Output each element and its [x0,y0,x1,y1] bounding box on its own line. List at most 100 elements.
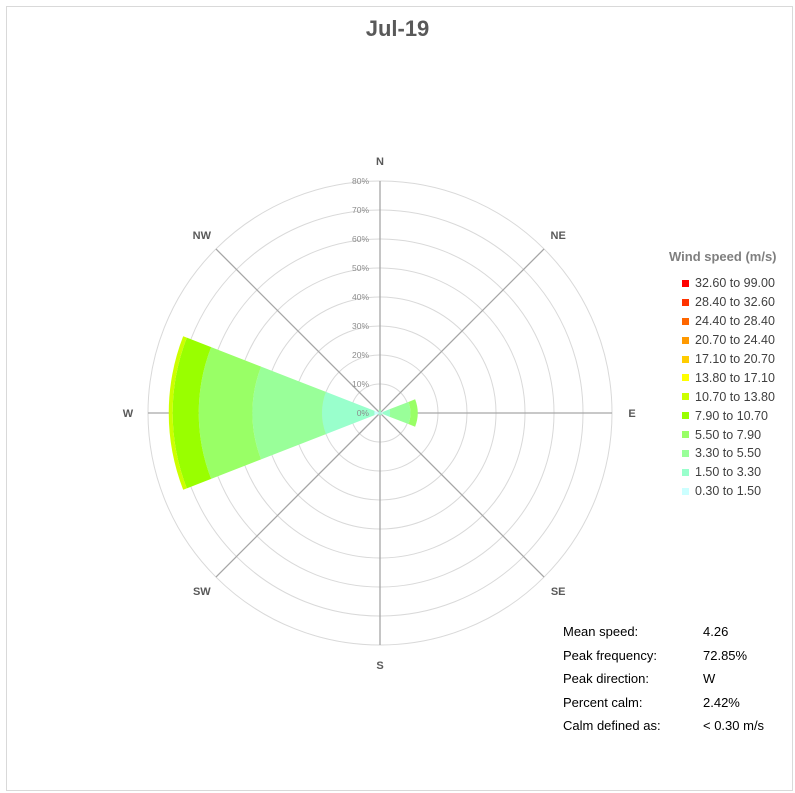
legend: Wind speed (m/s) 32.60 to 99.00 28.40 to … [669,249,795,501]
radial-tick-label: 20% [352,350,369,360]
legend-swatch [682,355,689,363]
legend-item: 0.30 to 1.50 [669,482,795,501]
sector-w-bin-5 [168,336,187,490]
legend-label: 20.70 to 24.40 [695,333,775,348]
stat-label: Peak direction: [563,671,649,687]
legend-item: 17.10 to 20.70 [669,350,795,369]
chart-frame [6,6,793,791]
sector-n-bin-1 [379,410,381,412]
legend-label: 24.40 to 28.40 [695,314,775,329]
legend-item: 32.60 to 99.00 [669,274,795,293]
sector-w-bin-2 [252,366,326,460]
direction-label: E [628,408,635,420]
legend-label: 7.90 to 10.70 [695,408,768,423]
radial-tick-label: 60% [352,234,369,244]
stat-row: Calm defined as: < 0.30 m/s [563,714,764,738]
radial-tick-label: 80% [352,176,369,186]
legend-item: 5.50 to 7.90 [669,425,795,444]
sector-n-bin-0 [379,411,381,413]
legend-item: 13.80 to 17.10 [669,368,795,387]
legend-title: Wind speed (m/s) [669,249,777,264]
spoke-nw [215,248,381,414]
legend-label: 3.30 to 5.50 [695,446,762,461]
stat-value: 4.26 [703,624,729,640]
legend-label: 17.10 to 20.70 [695,352,775,366]
sector-s-bin-1 [379,413,381,416]
legend-swatch [682,449,689,457]
sector-ne-bin-1 [380,411,382,413]
legend-label: 10.70 to 13.80 [695,389,775,404]
stat-label: Peak frequency: [563,647,657,663]
legend-swatch [682,317,689,325]
legend-swatch [682,336,689,344]
stat-value: 72.85% [703,647,748,663]
stat-row: Peak direction: W [563,667,764,691]
sector-w-bin-1 [321,391,375,435]
radial-tick-label: 70% [352,205,369,215]
legend-label: 5.50 to 7.90 [695,427,762,442]
sector-w-bin-3 [198,347,262,479]
legend-label: 13.80 to 17.10 [695,370,775,385]
radial-tick-label: 40% [352,292,369,302]
legend-item: 3.30 to 5.50 [669,444,795,463]
direction-label: S [376,660,383,672]
legend-label: 1.50 to 3.30 [695,465,762,480]
legend-item: 28.40 to 32.60 [669,293,795,312]
sector-sw-bin-0 [379,413,380,414]
sector-w-bin-0 [374,410,380,416]
radial-tick-label: 30% [352,321,369,331]
direction-label: N [376,156,384,168]
sector-se-bin-0 [380,413,381,414]
radial-tick-label: 50% [352,263,369,273]
legend-item: 20.70 to 24.40 [669,331,795,350]
legend-swatch [682,468,689,476]
stat-label: Percent calm: [563,694,643,710]
chart-title: Jul-19 [365,16,430,41]
stat-label: Calm defined as: [563,718,661,734]
sector-nw-bin-1 [378,411,380,413]
legend-swatch [682,374,689,382]
stat-label: Mean speed: [563,624,639,640]
radial-tick-label: 10% [352,379,369,389]
sector-w-bin-4 [172,337,212,489]
legend-swatch [682,487,689,495]
legend-swatch [682,279,689,287]
legend-item: 1.50 to 3.30 [669,463,795,482]
spoke-ne [379,248,545,414]
spoke-se [379,412,545,578]
stat-row: Mean speed: 4.26 [563,620,764,644]
sector-e-bin-3 [408,399,418,427]
stat-value: < 0.30 m/s [703,718,765,734]
sector-se-bin-1 [380,413,383,416]
radial-tick-label: 0% [357,408,370,418]
legend-item: 7.90 to 10.70 [669,406,795,425]
legend-item: 24.40 to 28.40 [669,312,795,331]
sector-n-bin-2 [378,409,382,411]
sector-e-bin-0 [380,411,383,415]
sector-e-bin-2 [389,401,411,425]
stat-value: 2.42% [703,694,740,710]
spoke-sw [215,412,381,578]
sector-e-bin-1 [382,409,391,417]
direction-label: NW [193,230,212,242]
legend-label: 0.30 to 1.50 [695,484,762,499]
direction-label: NE [551,230,566,242]
sector-ne-bin-0 [380,412,381,413]
legend-swatch [682,298,689,306]
sector-s-bin-0 [379,413,381,414]
stats-panel: Mean speed: 4.26 Peak frequency: 72.85% Peak… [563,620,764,738]
legend-item: 10.70 to 13.80 [669,387,795,406]
legend-label: 28.40 to 32.60 [695,295,775,310]
legend-swatch [682,431,689,439]
stat-row: Peak frequency: 72.85% [563,644,764,668]
direction-label: W [123,408,134,420]
direction-label: SE [551,586,566,598]
legend-label: 32.60 to 99.00 [695,276,775,291]
legend-swatch [682,393,689,401]
stat-value: W [703,671,716,687]
sector-nw-bin-0 [379,412,380,413]
legend-swatch [682,412,689,420]
stat-row: Percent calm: 2.42% [563,691,764,715]
direction-label: SW [193,586,211,598]
